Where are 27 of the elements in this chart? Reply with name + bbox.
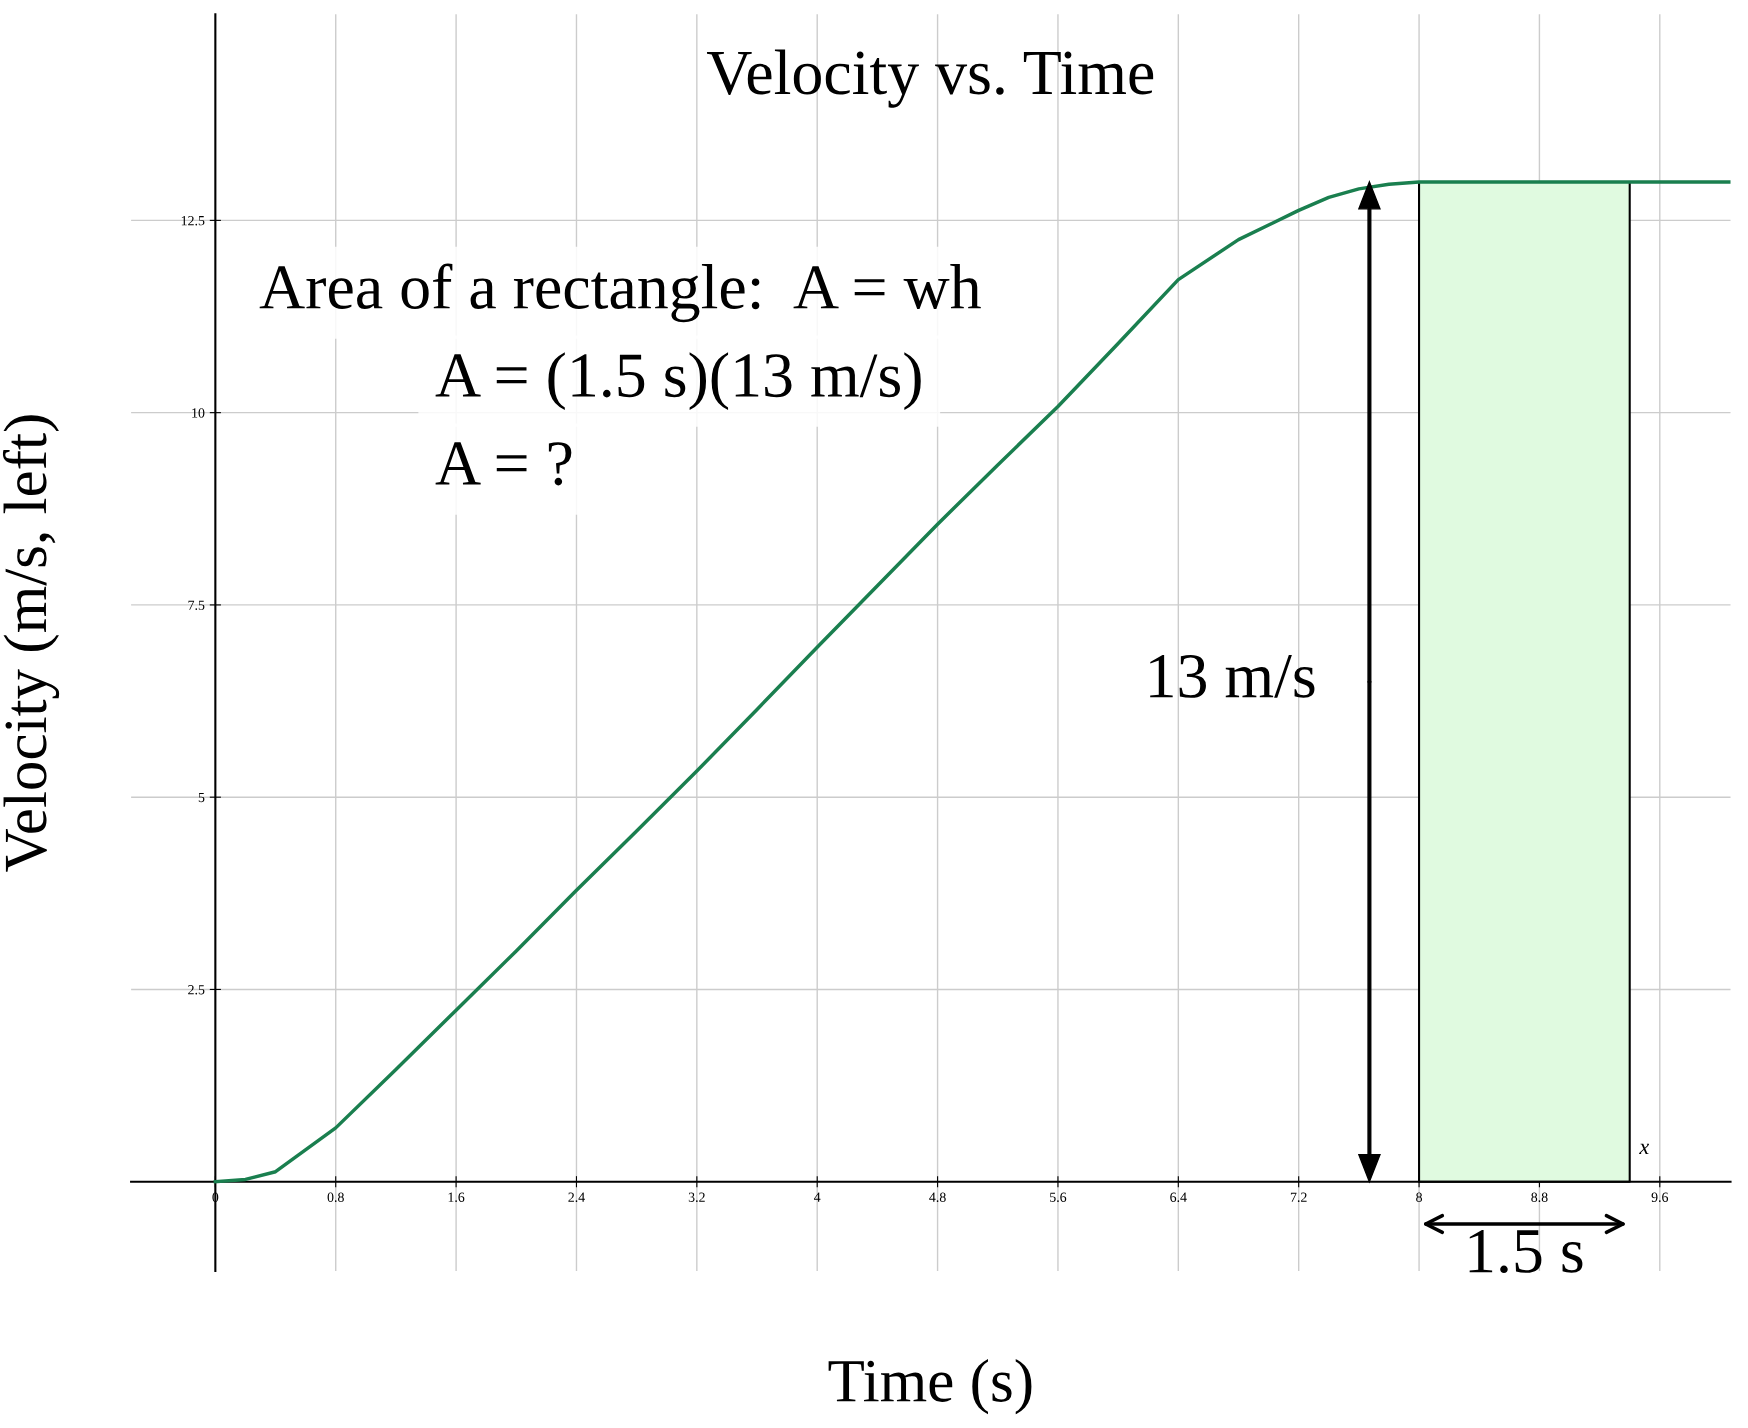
y-tick-label: 10 bbox=[192, 408, 205, 418]
y-tick-label: 5 bbox=[198, 792, 205, 803]
x-tick-label: 3.2 bbox=[688, 1192, 705, 1202]
y-tick-label: 2.5 bbox=[188, 985, 205, 995]
x-tick-label: 7.2 bbox=[1290, 1192, 1307, 1202]
text: Velocity vs. Time bbox=[706, 49, 1154, 108]
x-tick-label: 0.8 bbox=[327, 1192, 344, 1202]
annotation: A = ? bbox=[435, 442, 572, 486]
y-axis-title: Velocity (m/s, left) bbox=[2, 415, 60, 872]
x-tick-label: 8 bbox=[1416, 1192, 1422, 1202]
x-axis-title: Time (s) bbox=[828, 1358, 1032, 1415]
x-tick-label: 2.4 bbox=[568, 1192, 585, 1202]
x-tick-label: 4.8 bbox=[929, 1192, 946, 1202]
annotation: 1.5 s bbox=[1469, 1230, 1583, 1274]
annotation: 13 m/s bbox=[1150, 654, 1315, 698]
x-tick-label: 4 bbox=[814, 1192, 821, 1202]
y-tick-label: 12.5 bbox=[181, 216, 205, 226]
annotation: Area of a rectangle: A = wh bbox=[259, 263, 981, 323]
x-tick-label: 5.6 bbox=[1050, 1192, 1067, 1202]
annotation: A = (1.5 s)(13 m/s) bbox=[435, 352, 921, 411]
annotation: x bbox=[1639, 1143, 1650, 1155]
x-tick-label: 6.4 bbox=[1170, 1192, 1187, 1202]
y-tick-label: 7.5 bbox=[188, 600, 205, 610]
line-series bbox=[213, 180, 1731, 1184]
x-tick-label: 9.6 bbox=[1651, 1192, 1669, 1202]
x-tick-label: 8.8 bbox=[1531, 1192, 1548, 1202]
x-tick-label: 1.6 bbox=[448, 1192, 465, 1202]
